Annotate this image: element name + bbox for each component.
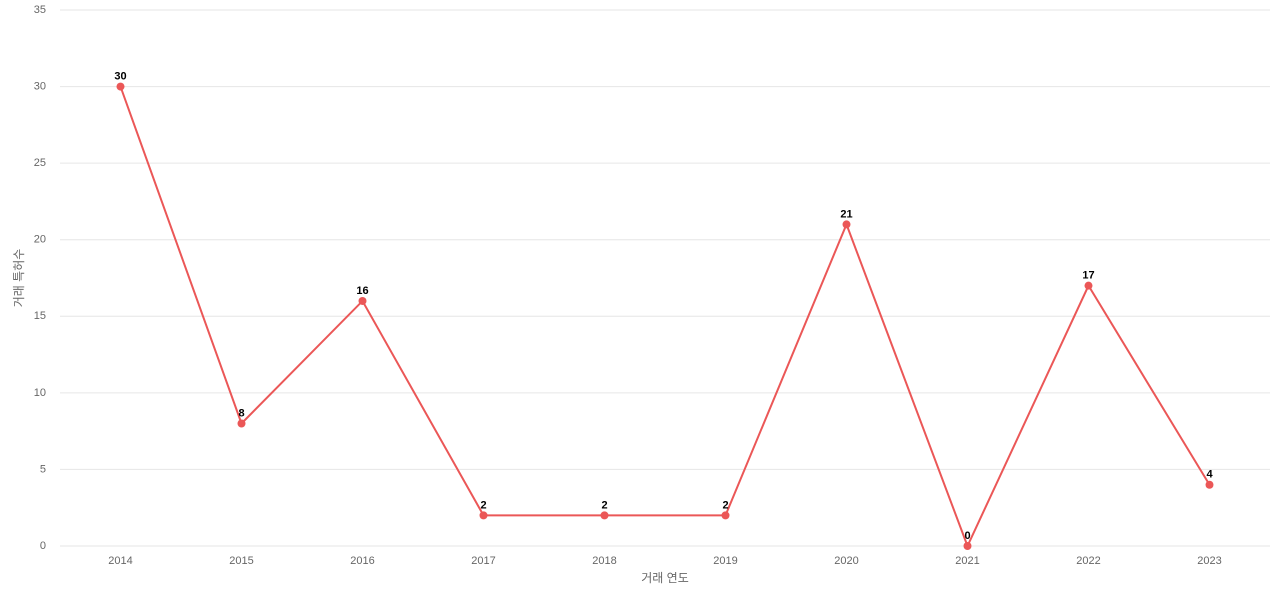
y-tick-label: 20 bbox=[34, 234, 46, 246]
y-tick-label: 10 bbox=[34, 387, 46, 399]
x-tick-label: 2017 bbox=[471, 555, 495, 567]
point bbox=[116, 82, 125, 91]
point bbox=[963, 542, 972, 550]
x-tick-label: 2020 bbox=[834, 555, 858, 567]
value-label: 4 bbox=[1206, 469, 1213, 481]
value-label: 0 bbox=[964, 530, 970, 542]
value-label: 17 bbox=[1082, 270, 1094, 282]
x-tick-label: 2015 bbox=[229, 555, 253, 567]
value-label: 2 bbox=[722, 499, 728, 511]
value-label: 21 bbox=[840, 208, 852, 220]
y-axis-label: 거래 특허수 bbox=[12, 249, 26, 308]
x-tick-label: 2021 bbox=[955, 555, 979, 567]
value-label: 2 bbox=[601, 499, 607, 511]
point bbox=[237, 419, 246, 428]
x-axis-label: 거래 연도 bbox=[641, 571, 689, 585]
y-tick-label: 0 bbox=[40, 540, 46, 552]
value-label: 2 bbox=[480, 499, 486, 511]
line bbox=[119, 86, 1211, 549]
value-label: 16 bbox=[356, 285, 368, 297]
point bbox=[842, 220, 851, 229]
point bbox=[358, 296, 367, 305]
point bbox=[1084, 281, 1093, 290]
x-tick-label: 2022 bbox=[1076, 555, 1100, 567]
y-tick-label: 25 bbox=[34, 157, 46, 169]
point bbox=[1205, 480, 1214, 489]
x-tick-label: 2018 bbox=[592, 555, 616, 567]
point bbox=[479, 511, 488, 520]
point bbox=[721, 511, 730, 520]
x-tick-label: 2014 bbox=[108, 555, 132, 567]
y-tick-label: 15 bbox=[34, 310, 46, 322]
point bbox=[600, 511, 609, 520]
value-label: 30 bbox=[114, 70, 126, 82]
x-tick-label: 2019 bbox=[713, 555, 737, 567]
y-tick-label: 30 bbox=[34, 80, 46, 92]
value-label: 8 bbox=[238, 407, 244, 419]
x-tick-label: 2016 bbox=[350, 555, 374, 567]
y-tick-label: 35 bbox=[34, 4, 46, 16]
x-tick-label: 2023 bbox=[1197, 555, 1221, 567]
y-tick-label: 5 bbox=[40, 463, 46, 475]
